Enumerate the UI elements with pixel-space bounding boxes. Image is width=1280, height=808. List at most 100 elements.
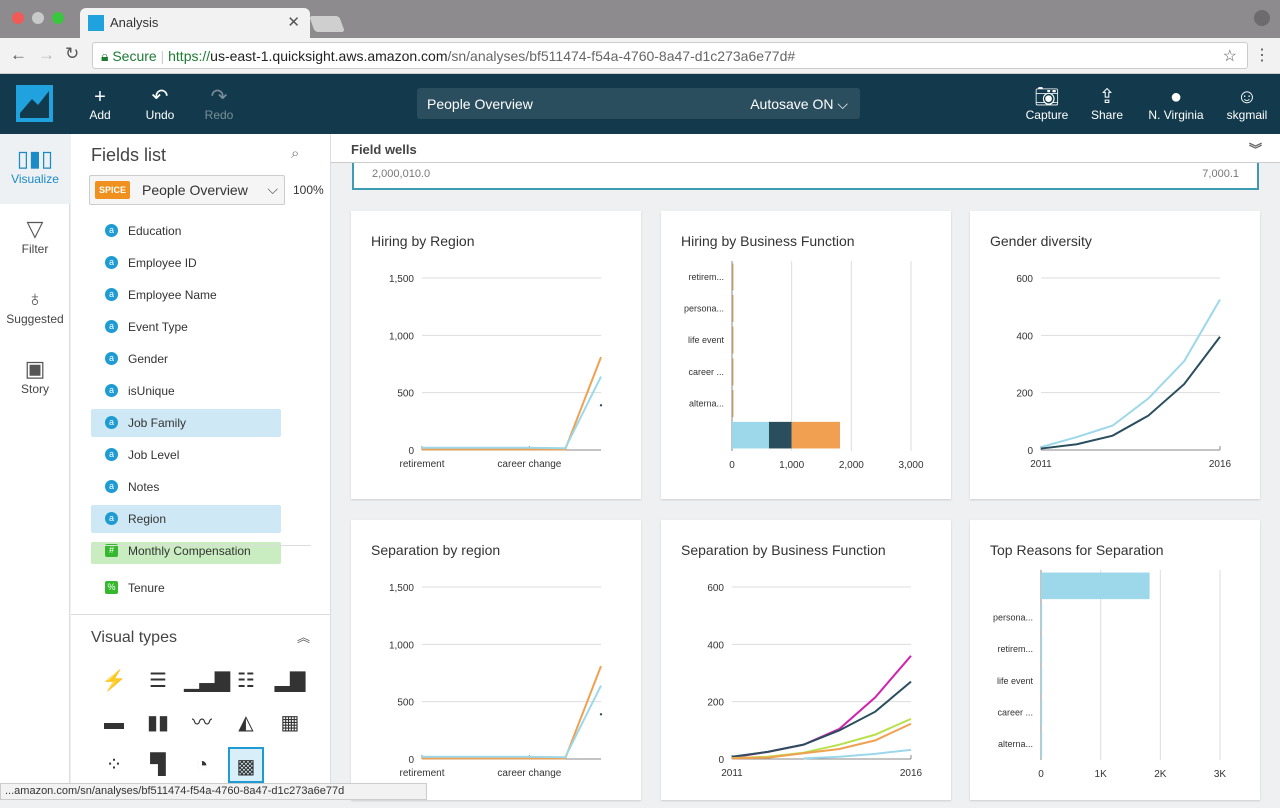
series-line[interactable] <box>731 722 912 760</box>
rail-visualize[interactable]: ▯▮▯ Visualize <box>0 134 70 204</box>
horizontal-bar-chart-icon[interactable]: ☰ <box>149 670 167 692</box>
rail-label: Suggested <box>6 312 64 326</box>
back-icon[interactable]: ← <box>10 45 27 64</box>
bar[interactable] <box>791 421 840 449</box>
bar[interactable] <box>1041 730 1043 758</box>
bar[interactable] <box>1041 699 1043 726</box>
visual-title: Separation by Business Function <box>681 542 886 558</box>
field-well-box[interactable]: 2,000,010.0 7,000.1 <box>352 163 1259 190</box>
x-tick-label: 2K <box>1154 769 1167 780</box>
field-item[interactable]: % Tenure <box>91 574 281 602</box>
user-icon: ☺ <box>1236 86 1258 108</box>
visual-card[interactable]: Separation by Business Function 0 200 400 60… <box>661 520 951 800</box>
map-pin-icon: ● <box>1169 86 1183 108</box>
analysis-name-field[interactable]: People Overview Autosave ON ⌵ <box>417 88 860 119</box>
series-line[interactable] <box>422 356 602 451</box>
reload-icon[interactable]: ↻ <box>65 44 80 63</box>
region-button[interactable]: ● N. Virginia <box>1145 86 1207 122</box>
resize-handle[interactable] <box>91 545 311 546</box>
series-line[interactable] <box>1040 298 1221 449</box>
rail-story[interactable]: ▣ Story <box>0 344 70 414</box>
field-item[interactable]: a Employee Name <box>91 281 281 309</box>
horizontal-stacked-bar-chart-icon[interactable]: ☷ <box>237 670 255 692</box>
autograph-chart-icon[interactable]: ⚡ <box>101 670 127 692</box>
field-item[interactable]: a Job Level <box>91 441 281 469</box>
browser-menu-icon[interactable]: ⋮ <box>1254 47 1270 64</box>
rail-label: Filter <box>21 242 49 256</box>
capture-button[interactable]: 📷︎ Capture <box>1021 86 1073 122</box>
add-button[interactable]: + Add <box>75 86 125 122</box>
horizontal-100-bar-chart-icon[interactable]: ▬ <box>104 712 124 734</box>
bar[interactable] <box>732 263 734 291</box>
expand-icon[interactable]: ︾ <box>1248 142 1262 157</box>
bar[interactable] <box>732 358 734 386</box>
scatter-chart-icon[interactable]: ⁘ <box>105 754 123 776</box>
undo-button[interactable]: ↶ Undo <box>135 86 185 122</box>
field-item[interactable]: a Job Family <box>91 409 281 437</box>
bar[interactable] <box>1041 635 1043 663</box>
series-line[interactable] <box>731 655 912 759</box>
autosave-dropdown[interactable]: Autosave ON ⌵ <box>750 96 848 113</box>
visual-card[interactable]: Gender diversity 0 200 400 600 2011 2016 <box>970 211 1260 499</box>
heat-map-chart-icon[interactable]: ▩ <box>228 747 264 783</box>
bar[interactable] <box>1041 572 1150 600</box>
close-window-button[interactable] <box>12 12 24 24</box>
redo-button[interactable]: ↷ Redo <box>194 86 244 122</box>
visual-card[interactable]: Top Reasons for Separation 0 1K 2K 3K persona… <box>970 520 1260 800</box>
field-wells-bar[interactable]: Field wells ︾ <box>331 134 1280 163</box>
bar[interactable] <box>732 421 769 449</box>
user-menu-button[interactable]: ☺ skgmail <box>1220 86 1274 122</box>
visual-card[interactable]: Separation by region 0 500 1,000 1,500 retire… <box>351 520 641 800</box>
series-point[interactable] <box>599 713 603 716</box>
share-button[interactable]: ⇪ Share <box>1082 86 1132 122</box>
analysis-name: People Overview <box>427 96 533 112</box>
series-line[interactable] <box>422 665 602 760</box>
tree-map-chart-icon[interactable]: ▜ <box>150 754 166 776</box>
url-input[interactable]: 🔒︎ Secure | https://us-east-1.quicksight… <box>92 42 1248 69</box>
pivot-table-chart-icon[interactable]: ▦ <box>280 712 300 734</box>
area-line-chart-icon[interactable]: ◭ <box>238 712 254 734</box>
dataset-dropdown[interactable]: SPICE People Overview ⌵ <box>89 175 285 205</box>
quicksight-logo[interactable] <box>16 85 53 122</box>
bar[interactable] <box>732 390 734 417</box>
maximize-window-button[interactable] <box>52 12 64 24</box>
vertical-stacked-bar-chart-icon[interactable]: ▂▇ <box>274 670 306 692</box>
field-item[interactable]: a Employee ID <box>91 249 281 277</box>
field-item[interactable]: a Gender <box>91 345 281 373</box>
series-line[interactable] <box>422 376 602 450</box>
bar[interactable] <box>1041 667 1043 695</box>
forward-icon[interactable]: → <box>38 45 55 64</box>
minimize-window-button[interactable] <box>32 12 44 24</box>
rail-filter[interactable]: ▽ Filter <box>0 204 70 274</box>
pie-chart-icon[interactable]: ◔ <box>195 754 209 776</box>
field-item[interactable]: a Education <box>91 217 281 245</box>
field-item[interactable]: a Event Type <box>91 313 281 341</box>
visual-card[interactable]: Hiring by Region 0 500 1,000 1,500 retirement… <box>351 211 641 499</box>
profile-icon[interactable] <box>1254 10 1270 26</box>
field-item[interactable]: a Notes <box>91 473 281 501</box>
search-icon[interactable]: ⌕ <box>291 145 300 162</box>
x-tick-label: 2016 <box>1209 459 1232 470</box>
bar[interactable] <box>768 421 792 449</box>
series-line[interactable] <box>422 685 602 759</box>
series-line[interactable] <box>731 680 912 758</box>
rail-suggested[interactable]: ♁ Suggested <box>0 274 70 344</box>
vertical-100-bar-chart-icon[interactable]: ▮▮ <box>146 712 169 734</box>
series-point[interactable] <box>599 404 603 407</box>
new-tab-button[interactable] <box>309 16 345 32</box>
field-item[interactable]: a Region <box>91 505 281 533</box>
collapse-icon[interactable]: ︽ <box>297 630 311 645</box>
vertical-bar-chart-icon[interactable]: ▁▃▇ <box>184 670 231 692</box>
close-tab-icon[interactable]: ✕ <box>287 14 300 31</box>
line-chart-icon[interactable]: 〰 <box>192 712 212 734</box>
browser-tab[interactable]: Analysis ✕ <box>80 8 310 38</box>
bar[interactable] <box>732 295 734 322</box>
field-item[interactable]: a isUnique <box>91 377 281 405</box>
bar[interactable] <box>732 326 734 354</box>
series-line[interactable] <box>803 748 912 760</box>
series-line[interactable] <box>1040 336 1221 450</box>
visual-card[interactable]: Hiring by Business Function 0 1,000 2,000 3,… <box>661 211 951 499</box>
field-item[interactable]: # Monthly Compensation <box>91 542 281 564</box>
bookmark-star-icon[interactable]: ☆ <box>1222 48 1237 65</box>
bar[interactable] <box>1041 604 1043 631</box>
